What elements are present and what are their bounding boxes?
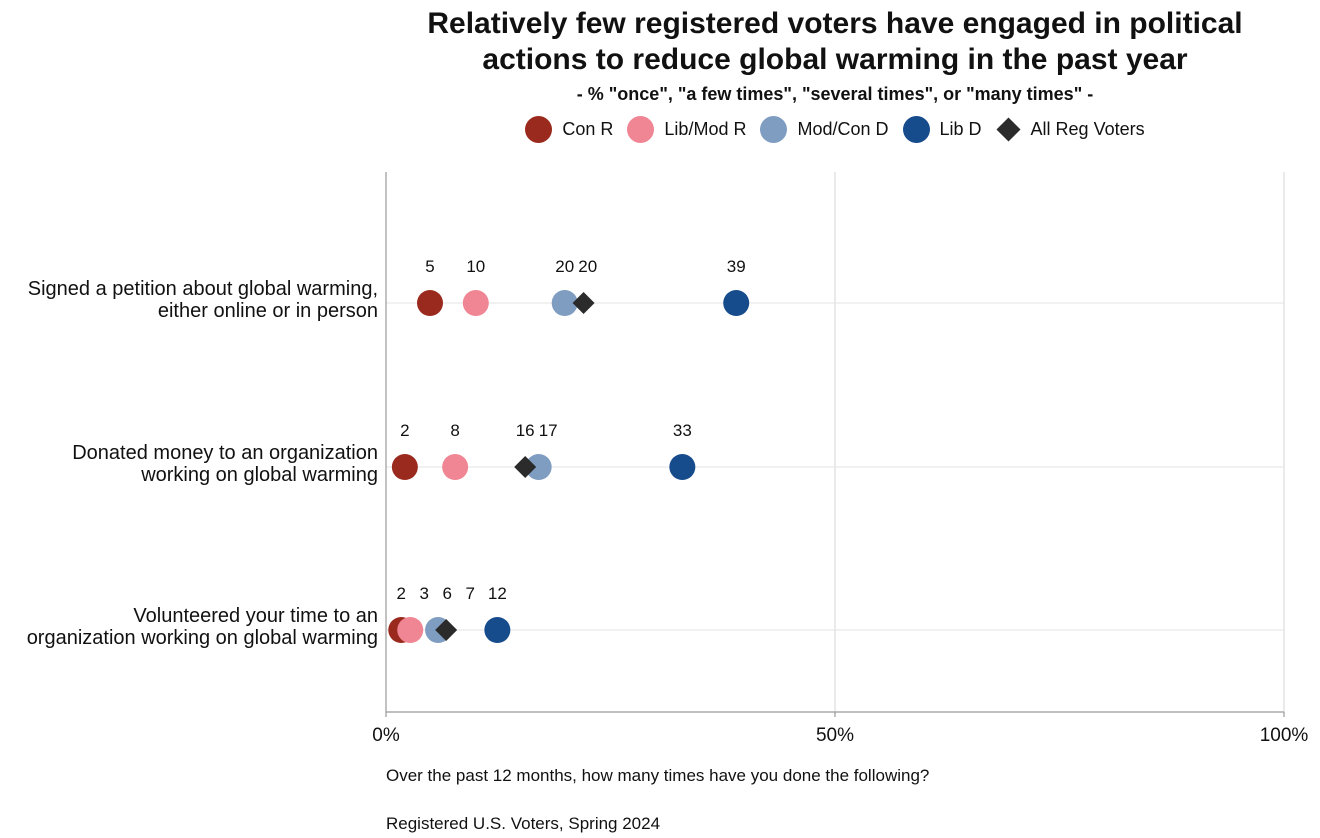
x-tick-label-50: 50% — [816, 725, 854, 746]
legend-item-all-reg-voters: All Reg Voters — [996, 117, 1145, 142]
legend-label-mod-con-d: Mod/Con D — [797, 119, 889, 139]
x-tick-label-100: 100% — [1260, 725, 1309, 746]
value-label-all-reg-voters-row-2: 16 — [516, 421, 535, 440]
value-label-con-r-row-2: 2 — [400, 421, 409, 440]
category-label-3-line-2: organization working on global warming — [27, 627, 378, 649]
value-label-all-reg-voters-row-3: 7 — [466, 584, 475, 603]
value-label-con-r-row-3: 2 — [397, 584, 406, 603]
point-mod-con-d-row-2 — [525, 454, 552, 480]
category-label-1-line-2: either online or in person — [158, 300, 378, 322]
legend-label-all-reg-voters: All Reg Voters — [1030, 119, 1145, 139]
legend-label-lib-d: Lib D — [939, 119, 982, 139]
value-label-lib-d-row-1: 39 — [727, 257, 746, 276]
point-all-reg-voters-row-2 — [514, 456, 537, 478]
value-label-mod-con-d-row-1: 20 — [555, 257, 574, 276]
value-label-mod-con-d-row-2: 17 — [539, 421, 558, 440]
legend-label-lib-mod-r: Lib/Mod R — [664, 119, 747, 139]
category-label-2-line-2: working on global warming — [140, 464, 378, 486]
legend-swatch-lib-mod-r — [627, 116, 655, 143]
legend-item-lib-d: Lib D — [902, 116, 982, 143]
legend-item-lib-mod-r: Lib/Mod R — [627, 116, 746, 143]
value-label-lib-mod-r-row-3: 3 — [420, 584, 429, 603]
point-all-reg-voters-row-3 — [435, 619, 458, 641]
point-lib-d-row-3 — [484, 617, 511, 643]
value-label-lib-d-row-2: 33 — [673, 421, 692, 440]
chart-title-line-2: actions to reduce global warming in the … — [482, 43, 1188, 76]
point-lib-d-row-2 — [669, 454, 696, 480]
value-label-all-reg-voters-row-1: 20 — [578, 257, 597, 276]
source-note: Registered U.S. Voters, Spring 2024 — [386, 814, 661, 833]
legend-item-mod-con-d: Mod/Con D — [760, 116, 889, 143]
point-lib-mod-r-row-3 — [397, 617, 424, 643]
legend-label-con-r: Con R — [562, 119, 614, 139]
point-lib-mod-r-row-1 — [462, 290, 489, 316]
point-lib-d-row-1 — [723, 290, 750, 316]
point-mod-con-d-row-1 — [551, 290, 578, 316]
value-label-mod-con-d-row-3: 6 — [443, 584, 452, 603]
category-label-2-line-1: Donated money to an organization — [72, 442, 378, 464]
chart-subtitle: - % "once", "a few times", "several time… — [576, 84, 1094, 104]
value-label-lib-mod-r-row-2: 8 — [450, 421, 459, 440]
legend-swatch-con-r — [525, 116, 553, 143]
legend-swatch-mod-con-d — [760, 116, 788, 143]
point-con-r-row-1 — [417, 290, 444, 316]
legend-item-con-r: Con R — [525, 116, 613, 143]
category-label-1-line-1: Signed a petition about global warming, — [28, 278, 378, 300]
x-tick-label-0: 0% — [372, 725, 400, 746]
category-label-3-line-1: Volunteered your time to an — [133, 605, 378, 627]
legend: Con R Lib/Mod R Mod/Con D Lib D All Reg Vote… — [380, 116, 1290, 143]
point-lib-mod-r-row-2 — [442, 454, 469, 480]
x-axis-caption: Over the past 12 months, how many times … — [386, 766, 930, 785]
legend-swatch-lib-d — [902, 116, 930, 143]
point-all-reg-voters-row-1 — [572, 292, 595, 314]
point-con-r-row-2 — [391, 454, 418, 480]
value-label-lib-mod-r-row-1: 10 — [466, 257, 485, 276]
chart-title-line-1: Relatively few registered voters have en… — [427, 7, 1243, 40]
value-label-lib-d-row-3: 12 — [488, 584, 507, 603]
value-label-con-r-row-1: 5 — [425, 257, 434, 276]
